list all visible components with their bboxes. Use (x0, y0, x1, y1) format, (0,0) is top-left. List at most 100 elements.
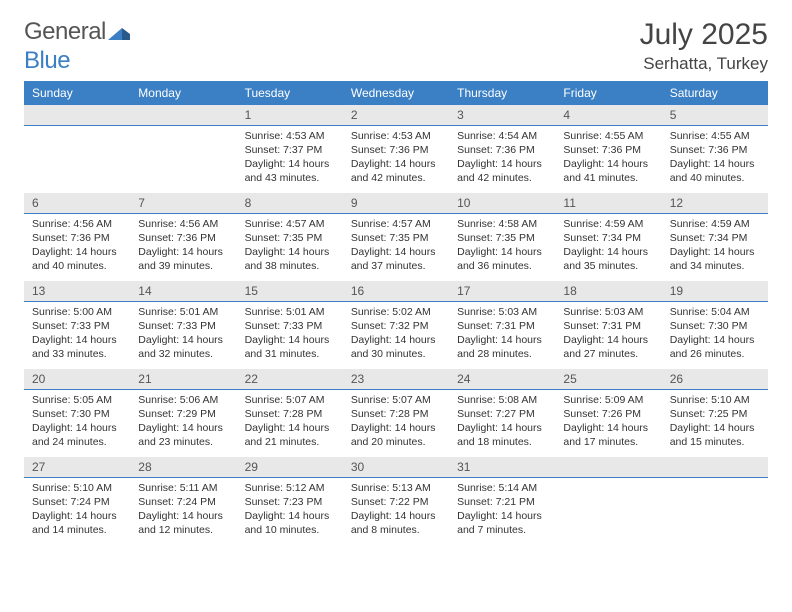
weekday-header: Friday (555, 81, 661, 105)
calendar-day-cell: 9Sunrise: 4:57 AMSunset: 7:35 PMDaylight… (343, 193, 449, 281)
calendar-day-cell: 18Sunrise: 5:03 AMSunset: 7:31 PMDayligh… (555, 281, 661, 369)
day-number: 14 (130, 281, 236, 302)
day-details: Sunrise: 5:14 AMSunset: 7:21 PMDaylight:… (449, 478, 555, 544)
sunrise-line: Sunrise: 4:56 AM (138, 217, 228, 231)
sunset-line: Sunset: 7:36 PM (563, 143, 653, 157)
day-number: 9 (343, 193, 449, 214)
calendar-day-cell: 28Sunrise: 5:11 AMSunset: 7:24 PMDayligh… (130, 457, 236, 545)
sunrise-line: Sunrise: 5:04 AM (670, 305, 760, 319)
daylight-line: Daylight: 14 hours and 37 minutes. (351, 245, 441, 273)
weekday-header: Monday (130, 81, 236, 105)
day-details: Sunrise: 5:06 AMSunset: 7:29 PMDaylight:… (130, 390, 236, 456)
daybody-empty (555, 478, 661, 528)
day-number: 21 (130, 369, 236, 390)
day-details: Sunrise: 5:00 AMSunset: 7:33 PMDaylight:… (24, 302, 130, 368)
sunset-line: Sunset: 7:37 PM (245, 143, 335, 157)
sunrise-line: Sunrise: 4:59 AM (563, 217, 653, 231)
calendar-day-cell: 4Sunrise: 4:55 AMSunset: 7:36 PMDaylight… (555, 105, 661, 193)
weekday-header: Tuesday (237, 81, 343, 105)
day-details: Sunrise: 5:01 AMSunset: 7:33 PMDaylight:… (237, 302, 343, 368)
sunset-line: Sunset: 7:35 PM (457, 231, 547, 245)
calendar-day-cell: 13Sunrise: 5:00 AMSunset: 7:33 PMDayligh… (24, 281, 130, 369)
sunset-line: Sunset: 7:22 PM (351, 495, 441, 509)
logo-word-a: General (24, 18, 106, 45)
day-number: 20 (24, 369, 130, 390)
sunset-line: Sunset: 7:25 PM (670, 407, 760, 421)
calendar-day-cell: 12Sunrise: 4:59 AMSunset: 7:34 PMDayligh… (662, 193, 768, 281)
title-block: July 2025 Serhatta, Turkey (640, 18, 768, 74)
day-number: 4 (555, 105, 661, 126)
day-details: Sunrise: 5:09 AMSunset: 7:26 PMDaylight:… (555, 390, 661, 456)
day-number: 16 (343, 281, 449, 302)
daylight-line: Daylight: 14 hours and 14 minutes. (32, 509, 122, 537)
calendar-day-cell: 6Sunrise: 4:56 AMSunset: 7:36 PMDaylight… (24, 193, 130, 281)
daylight-line: Daylight: 14 hours and 15 minutes. (670, 421, 760, 449)
logo-mark-icon (108, 19, 130, 47)
daybody-empty (662, 478, 768, 528)
daylight-line: Daylight: 14 hours and 20 minutes. (351, 421, 441, 449)
day-details: Sunrise: 5:13 AMSunset: 7:22 PMDaylight:… (343, 478, 449, 544)
calendar-day-cell: 30Sunrise: 5:13 AMSunset: 7:22 PMDayligh… (343, 457, 449, 545)
calendar-day-cell: 10Sunrise: 4:58 AMSunset: 7:35 PMDayligh… (449, 193, 555, 281)
page-title: July 2025 (640, 18, 768, 52)
sunrise-line: Sunrise: 5:09 AM (563, 393, 653, 407)
day-details: Sunrise: 4:59 AMSunset: 7:34 PMDaylight:… (555, 214, 661, 280)
sunrise-line: Sunrise: 4:58 AM (457, 217, 547, 231)
sunrise-line: Sunrise: 5:01 AM (245, 305, 335, 319)
daylight-line: Daylight: 14 hours and 8 minutes. (351, 509, 441, 537)
calendar-day-cell: 31Sunrise: 5:14 AMSunset: 7:21 PMDayligh… (449, 457, 555, 545)
daylight-line: Daylight: 14 hours and 39 minutes. (138, 245, 228, 273)
day-number: 12 (662, 193, 768, 214)
daylight-line: Daylight: 14 hours and 21 minutes. (245, 421, 335, 449)
calendar-day-cell: 16Sunrise: 5:02 AMSunset: 7:32 PMDayligh… (343, 281, 449, 369)
calendar-day-cell: 27Sunrise: 5:10 AMSunset: 7:24 PMDayligh… (24, 457, 130, 545)
calendar-day-cell (662, 457, 768, 545)
sunset-line: Sunset: 7:33 PM (245, 319, 335, 333)
sunrise-line: Sunrise: 5:07 AM (245, 393, 335, 407)
calendar-day-cell: 7Sunrise: 4:56 AMSunset: 7:36 PMDaylight… (130, 193, 236, 281)
daylight-line: Daylight: 14 hours and 23 minutes. (138, 421, 228, 449)
sunrise-line: Sunrise: 5:08 AM (457, 393, 547, 407)
day-details: Sunrise: 4:54 AMSunset: 7:36 PMDaylight:… (449, 126, 555, 192)
daylight-line: Daylight: 14 hours and 10 minutes. (245, 509, 335, 537)
calendar-day-cell: 26Sunrise: 5:10 AMSunset: 7:25 PMDayligh… (662, 369, 768, 457)
day-number: 24 (449, 369, 555, 390)
calendar-day-cell: 22Sunrise: 5:07 AMSunset: 7:28 PMDayligh… (237, 369, 343, 457)
daylight-line: Daylight: 14 hours and 33 minutes. (32, 333, 122, 361)
day-details: Sunrise: 5:01 AMSunset: 7:33 PMDaylight:… (130, 302, 236, 368)
day-number: 7 (130, 193, 236, 214)
sunrise-line: Sunrise: 5:12 AM (245, 481, 335, 495)
calendar-day-cell: 24Sunrise: 5:08 AMSunset: 7:27 PMDayligh… (449, 369, 555, 457)
sunrise-line: Sunrise: 5:13 AM (351, 481, 441, 495)
day-number: 5 (662, 105, 768, 126)
day-details: Sunrise: 5:10 AMSunset: 7:24 PMDaylight:… (24, 478, 130, 544)
sunrise-line: Sunrise: 4:59 AM (670, 217, 760, 231)
day-number: 31 (449, 457, 555, 478)
calendar-head: SundayMondayTuesdayWednesdayThursdayFrid… (24, 81, 768, 105)
day-number: 28 (130, 457, 236, 478)
day-details: Sunrise: 5:02 AMSunset: 7:32 PMDaylight:… (343, 302, 449, 368)
sunset-line: Sunset: 7:36 PM (457, 143, 547, 157)
day-number: 10 (449, 193, 555, 214)
sunset-line: Sunset: 7:31 PM (563, 319, 653, 333)
calendar-day-cell: 19Sunrise: 5:04 AMSunset: 7:30 PMDayligh… (662, 281, 768, 369)
sunset-line: Sunset: 7:24 PM (138, 495, 228, 509)
day-number: 30 (343, 457, 449, 478)
calendar-day-cell: 14Sunrise: 5:01 AMSunset: 7:33 PMDayligh… (130, 281, 236, 369)
day-details: Sunrise: 4:57 AMSunset: 7:35 PMDaylight:… (343, 214, 449, 280)
weekday-header: Saturday (662, 81, 768, 105)
sunrise-line: Sunrise: 4:57 AM (351, 217, 441, 231)
daylight-line: Daylight: 14 hours and 28 minutes. (457, 333, 547, 361)
day-details: Sunrise: 4:59 AMSunset: 7:34 PMDaylight:… (662, 214, 768, 280)
sunset-line: Sunset: 7:32 PM (351, 319, 441, 333)
header: GeneralBlue July 2025 Serhatta, Turkey (24, 18, 768, 75)
sunset-line: Sunset: 7:36 PM (32, 231, 122, 245)
daynum-empty (662, 457, 768, 478)
day-number: 29 (237, 457, 343, 478)
calendar-week-row: 27Sunrise: 5:10 AMSunset: 7:24 PMDayligh… (24, 457, 768, 545)
daylight-line: Daylight: 14 hours and 18 minutes. (457, 421, 547, 449)
sunrise-line: Sunrise: 5:11 AM (138, 481, 228, 495)
logo-text: GeneralBlue (24, 18, 130, 75)
sunset-line: Sunset: 7:24 PM (32, 495, 122, 509)
sunrise-line: Sunrise: 4:53 AM (245, 129, 335, 143)
